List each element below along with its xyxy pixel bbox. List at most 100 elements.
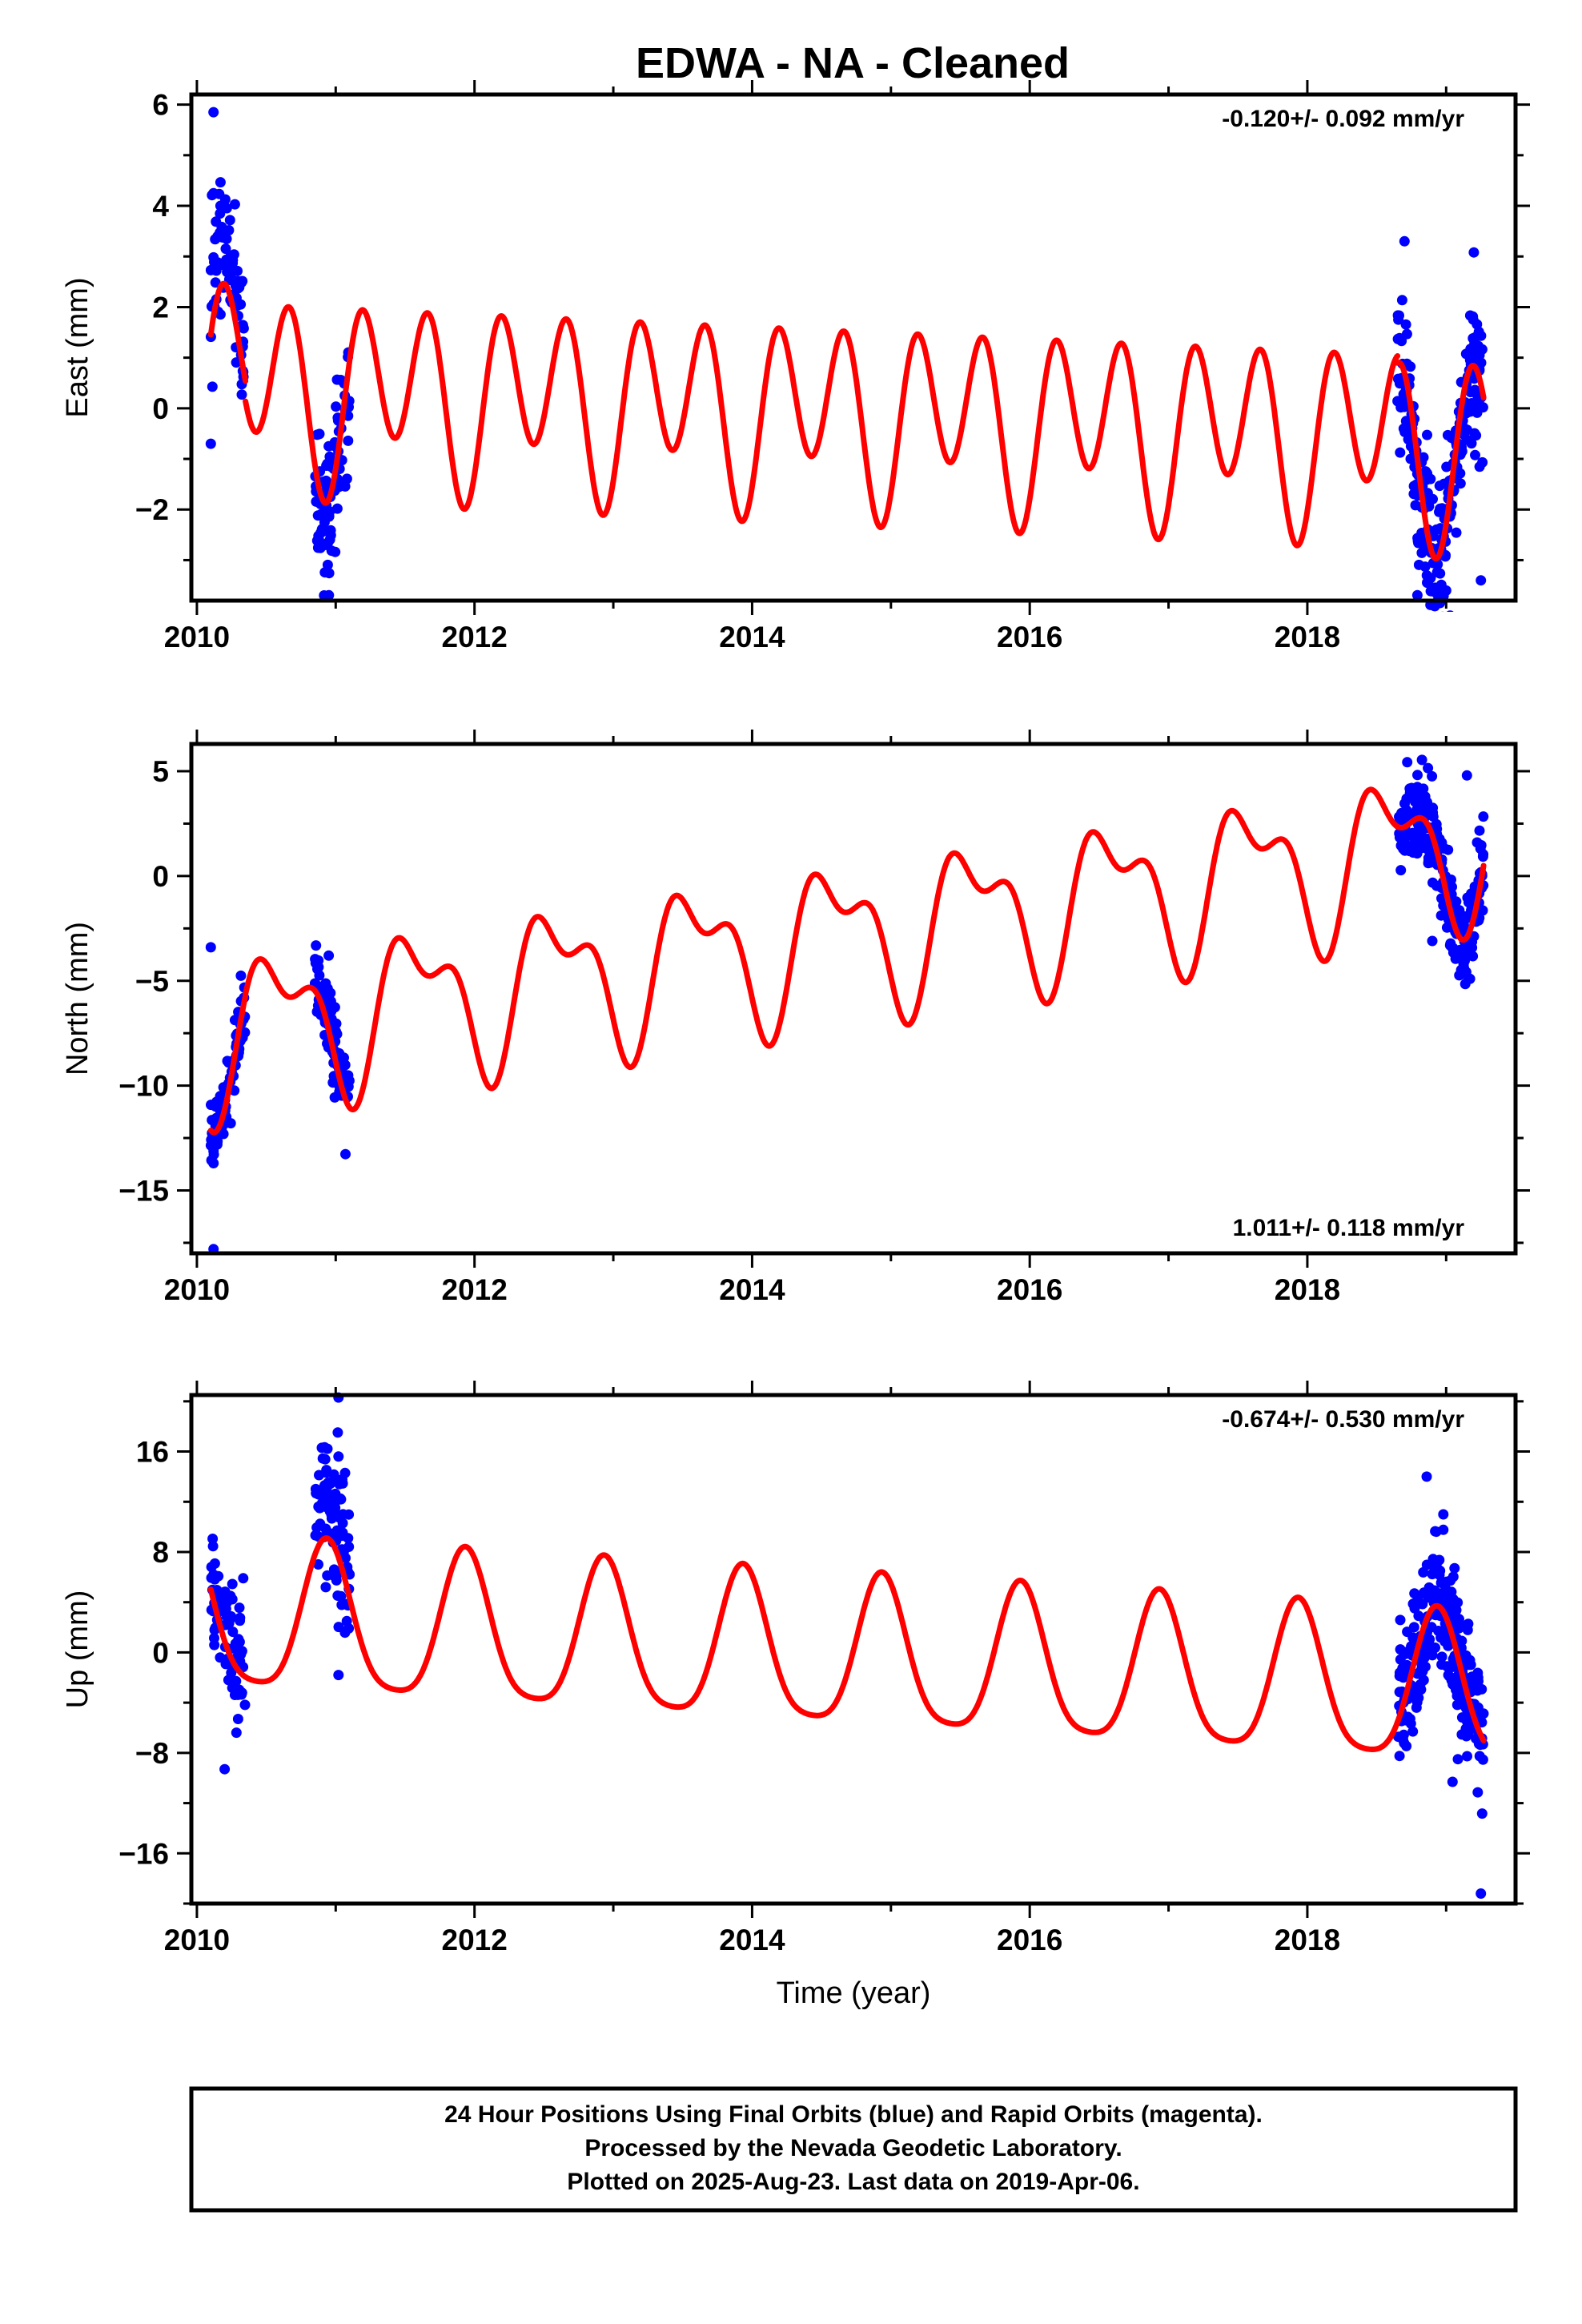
data-point: [209, 1558, 220, 1569]
data-point: [1446, 610, 1454, 612]
data-point: [1472, 1672, 1484, 1683]
data-point: [237, 320, 248, 331]
data-point: [1443, 1589, 1454, 1600]
data-point: [1434, 480, 1445, 492]
data-point: [1436, 837, 1447, 848]
data-point: [1401, 805, 1412, 816]
up-x-tick-label: 2010: [164, 1924, 230, 1956]
up-plot-frame: [189, 1393, 1518, 1906]
data-point: [333, 481, 344, 493]
data-point: [208, 187, 219, 199]
data-point: [1429, 601, 1440, 612]
up-y-tick-label: 8: [152, 1536, 169, 1569]
north-x-tick-label: 2010: [164, 1273, 230, 1306]
data-point: [206, 1572, 217, 1583]
data-point: [219, 1586, 231, 1598]
data-point: [1394, 1751, 1405, 1762]
data-point: [326, 545, 337, 557]
data-point: [1403, 1711, 1413, 1723]
data-point: [332, 1590, 343, 1601]
data-point: [1405, 453, 1416, 464]
data-point: [1470, 332, 1481, 343]
data-point: [310, 1530, 321, 1541]
data-point: [314, 428, 325, 440]
data-point: [235, 970, 247, 981]
data-point: [324, 451, 335, 462]
data-point: [208, 107, 219, 118]
data-point: [1478, 811, 1489, 822]
data-point: [337, 1474, 347, 1485]
data-point: [320, 475, 331, 486]
data-point: [222, 1055, 233, 1067]
data-point: [1446, 942, 1457, 953]
data-point: [1425, 585, 1436, 597]
data-point: [232, 265, 243, 276]
data-point: [1416, 547, 1427, 558]
data-point: [326, 1509, 337, 1520]
data-point: [337, 1527, 348, 1538]
data-point: [337, 1544, 348, 1555]
data-point: [322, 559, 333, 570]
data-point: [1427, 665, 1437, 676]
north-y-tick-label: 5: [152, 755, 169, 788]
east-model-curve: [243, 304, 1401, 549]
data-point: [1439, 551, 1451, 562]
data-point: [1468, 311, 1479, 322]
data-point: [1429, 1585, 1440, 1596]
data-point: [1460, 955, 1470, 967]
data-point: [1426, 1641, 1437, 1652]
data-point: [239, 1699, 251, 1711]
data-point: [335, 1493, 346, 1504]
up-x-tick-label: 2014: [719, 1924, 785, 1956]
data-point: [329, 1570, 340, 1582]
data-point: [238, 1573, 249, 1584]
data-point: [320, 1582, 331, 1593]
data-point: [1417, 1598, 1428, 1610]
data-point: [1427, 877, 1438, 888]
data-point: [319, 1454, 331, 1465]
data-point: [1408, 480, 1419, 492]
east-model-curve: [207, 280, 249, 384]
data-point: [1422, 429, 1432, 440]
data-point: [1468, 247, 1480, 258]
data-point: [1456, 1729, 1468, 1740]
north-y-tick-label: −5: [135, 965, 169, 998]
up-rate-label: -0.674+/- 0.530 mm/yr: [1222, 1406, 1464, 1433]
data-point: [1400, 416, 1411, 427]
north-data-points: [205, 754, 1489, 1255]
data-point: [1423, 852, 1434, 863]
data-point: [231, 1675, 242, 1687]
data-point: [313, 1559, 323, 1570]
data-point: [310, 954, 321, 965]
data-point: [1434, 1570, 1445, 1581]
data-point: [232, 1714, 243, 1724]
data-point: [234, 1602, 245, 1614]
data-point: [1451, 527, 1462, 538]
data-point: [314, 1502, 325, 1514]
data-point: [343, 1509, 355, 1520]
north-x-tick-label: 2016: [997, 1273, 1062, 1306]
east-y-axis-label: East (mm): [61, 277, 94, 417]
data-point: [1453, 1622, 1464, 1634]
data-point: [1436, 1651, 1447, 1663]
east-model-curve: [1395, 360, 1487, 562]
east-y-tick-label: 2: [152, 291, 169, 324]
up-y-tick-label: −16: [118, 1837, 169, 1870]
data-point: [208, 251, 219, 263]
north-x-tick-label: 2012: [442, 1273, 508, 1306]
data-point: [1411, 589, 1423, 601]
up-panel: 2010 2012 2014 2016 2018 −16 −8 0 8 16 Up (mm) Time…: [61, 1381, 1530, 2010]
data-point: [1426, 1622, 1437, 1633]
data-point: [333, 1451, 344, 1462]
north-y-axis-label: North (mm): [61, 922, 94, 1076]
data-point: [1469, 428, 1480, 439]
north-model-curve: [207, 993, 249, 1136]
up-model-curve: [1395, 1602, 1487, 1743]
data-point: [225, 251, 236, 262]
data-point: [1476, 575, 1487, 586]
data-point: [1447, 1776, 1458, 1787]
data-point: [207, 1534, 219, 1544]
data-point: [1443, 844, 1454, 855]
data-point: [1409, 1588, 1420, 1599]
east-y-tick-label: 4: [152, 190, 169, 223]
